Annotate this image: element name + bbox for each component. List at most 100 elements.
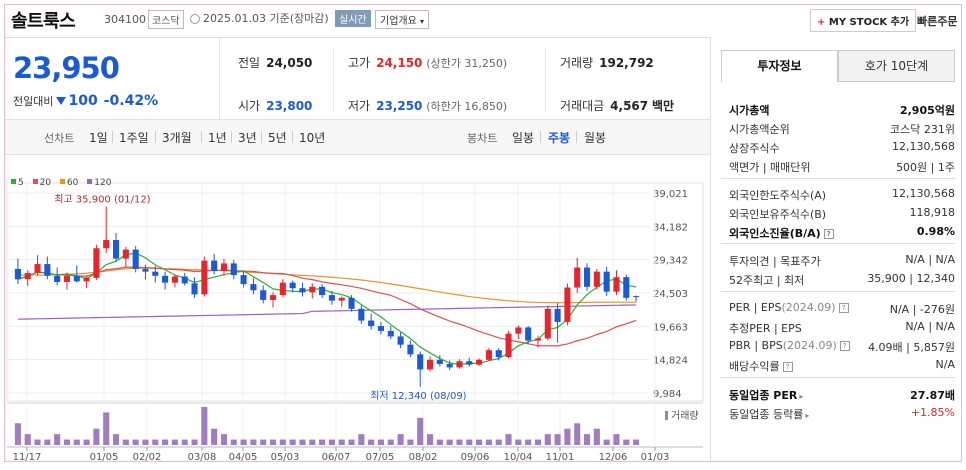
candle-body [279, 282, 286, 296]
trade-amount-label: 거래대금 [560, 99, 605, 113]
y-tick-label: 39,021 [653, 189, 688, 200]
info-row-label: 추정PER | EPS [729, 320, 802, 336]
candle-body [191, 283, 198, 295]
volume-label: 거래량 [560, 56, 594, 70]
arrow-right-icon: ▸ [799, 392, 804, 401]
day-low-label: 저가 [348, 99, 371, 113]
info-row-label: 외국인보유주식수(B) [729, 206, 826, 222]
period-3m[interactable]: 3개월 [162, 131, 192, 145]
volume-label: 거래량 [671, 410, 699, 422]
ma5-label: 5 [18, 178, 24, 188]
period-1w[interactable]: 1주일 [119, 131, 149, 145]
info-row-value: +1.85% [910, 406, 955, 419]
volume-bar [250, 439, 257, 445]
period-1y[interactable]: 1년 [208, 131, 227, 145]
candle-body [603, 271, 610, 292]
info-row[interactable]: PBR | BPS(2024.09)? 4.09배 | 5,857원 [721, 336, 955, 355]
volume-value: 192,792 [599, 56, 654, 70]
tab-orderbook-10[interactable]: 호가 10단계 [838, 50, 955, 82]
realtime-button[interactable]: 실시간 [335, 10, 371, 27]
candle-body [623, 277, 630, 298]
volume-bar [446, 439, 453, 445]
volume-bar [328, 439, 335, 445]
info-row-value: 500원 | 1주 [896, 161, 955, 174]
candle-body [103, 239, 110, 249]
candle-monthly[interactable]: 월봉 [584, 131, 607, 145]
info-row-value: N/A | -276원 [889, 303, 955, 316]
volume-bar [14, 423, 21, 445]
info-row[interactable]: 동일업종 PER ▸ 27.87배 [721, 384, 955, 403]
volume: 거래량 192,792 [560, 54, 654, 71]
candle-daily[interactable]: 일봉 [512, 131, 535, 145]
volume-bar [103, 412, 110, 445]
tab-investment-info[interactable]: 투자정보 [721, 50, 838, 82]
low-annotation: 최저 12,340 (08/09) [370, 390, 466, 402]
period-10y[interactable]: 10년 [299, 131, 326, 145]
period-5y[interactable]: 5년 [268, 131, 287, 145]
candle-body [83, 277, 90, 282]
period-3y[interactable]: 3년 [238, 131, 257, 145]
stock-code: 304100 [104, 13, 146, 26]
volume-bar [574, 423, 581, 445]
add-mystock-label: MY STOCK 추가 [828, 17, 910, 28]
plus-icon: + [817, 17, 826, 28]
x-tick-label: 09/06 [461, 452, 490, 461]
company-info-dropdown[interactable]: 기업개요 ▾ [375, 10, 430, 29]
divider [261, 131, 262, 143]
add-mystock-button[interactable]: + MY STOCK 추가 [810, 9, 917, 32]
help-icon[interactable]: ? [838, 303, 849, 313]
candle-body [44, 264, 51, 276]
candle-body [525, 327, 532, 341]
volume-bar [122, 439, 129, 445]
current-price-panel: 23,950 전일대비 100 -0.42% [5, 37, 220, 119]
candle-body [299, 288, 306, 293]
weekly-candle-chart[interactable]: 5 20 60 120 39,021 34,182 29,342 24,503 19,6… [5, 155, 710, 461]
info-row[interactable]: 동일업종 등락률 ▸ +1.85% [721, 403, 955, 422]
candle-body [534, 338, 542, 341]
candle-body [14, 268, 21, 280]
change-percent: -0.42% [103, 93, 159, 109]
stock-name[interactable]: 솔트룩스 [11, 11, 76, 32]
help-icon[interactable]: ? [782, 362, 793, 372]
candle-body [240, 275, 247, 285]
volume-bar [417, 417, 424, 445]
candle-body [544, 308, 551, 339]
volume-bar [613, 434, 620, 445]
info-row-label-text: 상장주식수 [729, 142, 780, 155]
ma120-label: 120 [94, 178, 112, 188]
day-high: 고가 24,150 (상한가 31,250) [348, 54, 507, 71]
quote-date: 2025.01.03 기준(장마감) [190, 10, 329, 26]
ma20-line [17, 266, 637, 347]
info-row: 시가총액 2,905억원 [721, 99, 955, 118]
info-row-value: N/A [935, 358, 955, 371]
info-row: 배당수익률? N/A [721, 355, 955, 374]
help-icon[interactable]: ? [839, 341, 850, 351]
market-badge: 코스닥 [148, 10, 184, 29]
candle-body [152, 271, 159, 276]
volume-bar [603, 439, 610, 445]
period-1d[interactable]: 1일 [89, 131, 108, 145]
info-row-label-text: 동일업종 PER [729, 389, 798, 402]
y-tick-label: 29,342 [653, 256, 688, 267]
prev-close-label: 전일 [238, 56, 261, 70]
quick-order-button[interactable]: 빠른주문 [917, 15, 958, 28]
candle-body [171, 276, 178, 283]
info-row-label: 시가총액순위 [729, 121, 790, 137]
volume-bar [426, 434, 434, 445]
candle-body [289, 282, 296, 289]
help-icon[interactable]: ? [823, 229, 834, 239]
x-tick-label: 06/07 [322, 452, 351, 461]
quote-date-value: 2025.01.03 [203, 12, 266, 25]
candle-body [220, 263, 228, 271]
candle-body [417, 354, 424, 370]
candle-weekly[interactable]: 주봉 [548, 131, 571, 145]
volume-bar [525, 439, 532, 445]
info-row-value: 35,900 | 12,340 [867, 272, 955, 285]
info-row[interactable]: PER | EPS(2024.09)? N/A | -276원 [721, 298, 955, 317]
info-row-label: 외국인한도주식수(A) [729, 187, 826, 203]
candle-body [328, 295, 335, 301]
ma-legend: 5 20 60 120 [11, 178, 117, 188]
candle-body [142, 268, 149, 272]
candle-body [495, 350, 502, 358]
volume-bar [269, 439, 277, 445]
